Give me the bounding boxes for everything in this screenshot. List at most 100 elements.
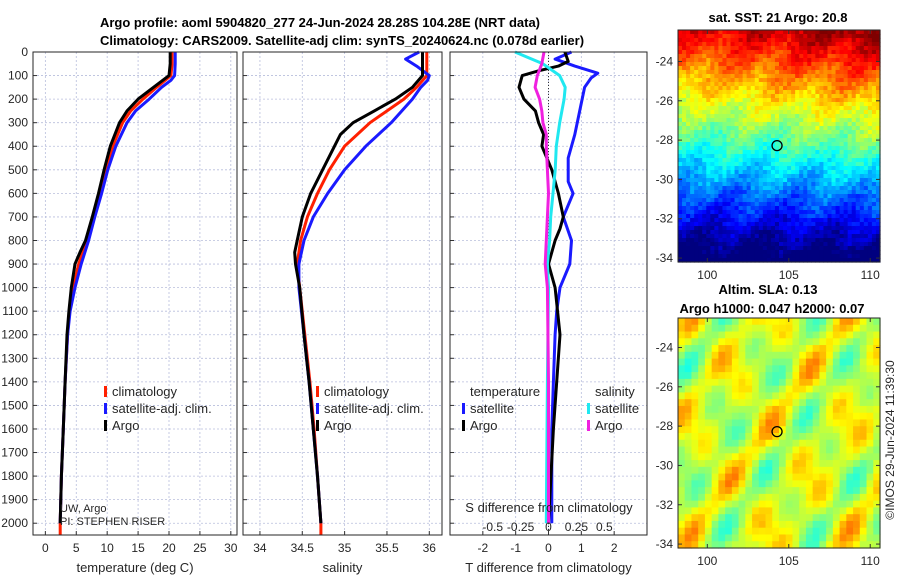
x-tick-label: 35 — [338, 541, 352, 555]
y-tick-label: 500 — [8, 163, 28, 177]
x-tick-label: 20 — [162, 541, 176, 555]
series-line-t-satellite — [550, 50, 600, 524]
salinity-legend: climatology satellite-adj. clim. Argo — [316, 384, 424, 433]
difference-legend: temperature satellite Argo salinity sate… — [462, 384, 639, 433]
legend-climatology: climatology — [324, 384, 390, 399]
legend-swatch-climatology — [316, 386, 319, 397]
lat-tick-label: -28 — [656, 133, 674, 147]
legend-swatch-climatology — [104, 386, 107, 397]
lat-tick-label: -24 — [656, 54, 674, 68]
lon-tick-label: 100 — [697, 268, 717, 282]
legend-swatch-t-satellite — [462, 403, 465, 414]
lon-tick-label: 110 — [861, 268, 880, 282]
x-tick-label: 10 — [101, 541, 115, 555]
x-tick-label: 2 — [611, 541, 618, 555]
legend-satellite: satellite-adj. clim. — [112, 401, 212, 416]
s-tick-label: 0.25 — [565, 520, 589, 534]
legend-swatch-s-satellite — [587, 403, 590, 414]
credit-text: UW, Argo — [60, 503, 106, 515]
s-tick-label: 0 — [545, 520, 552, 534]
lat-tick-label: -26 — [656, 94, 674, 108]
series-line-climatology — [58, 52, 174, 535]
title-line2: Climatology: CARS2009. Satellite-adj cli… — [100, 33, 584, 48]
difference-panel: -2 -1 0 1 2 -0.5 -0.25 0 0.25 0.5 T difference fro… — [449, 50, 648, 575]
legend-argo: Argo — [324, 418, 351, 433]
lat-tick-label: -32 — [656, 498, 674, 512]
legend-swatch-argo — [104, 420, 107, 431]
x-tick-label: 34 — [253, 541, 267, 555]
lat-tick-label: -28 — [656, 419, 674, 433]
y-tick-label: 1700 — [1, 446, 28, 460]
lon-tick-label: 105 — [779, 268, 799, 282]
y-tick-label: 1600 — [1, 422, 28, 436]
series-line-s-argo — [533, 51, 550, 524]
salinity-panel: 34 34.5 35 35.5 36 salinity — [242, 50, 443, 575]
legend-swatch-satellite — [104, 403, 107, 414]
y-tick-label: 2000 — [1, 516, 28, 530]
series-line-t-argo — [517, 51, 570, 524]
lat-tick-label: -24 — [656, 340, 674, 354]
sla-map: 100 105 110 -24 -26 -28 -30 -32 -34 — [656, 317, 881, 568]
sst-map-title: sat. SST: 21 Argo: 20.8 — [709, 10, 848, 25]
lon-tick-label: 105 — [779, 554, 799, 568]
map-cells — [678, 30, 881, 263]
plot-frame — [242, 51, 443, 536]
x-tick-label: 5 — [73, 541, 80, 555]
legend-swatch-s-argo — [587, 420, 590, 431]
y-tick-label: 1500 — [1, 398, 28, 412]
x-tick-label: 0 — [42, 541, 49, 555]
y-tick-label: 0 — [21, 45, 28, 59]
lat-tick-label: -34 — [656, 251, 674, 265]
y-tick-label: 800 — [8, 233, 28, 247]
plot-frame — [32, 51, 238, 536]
x-tick-label: -2 — [477, 541, 488, 555]
lat-tick-label: -34 — [656, 537, 674, 551]
legend-swatch-argo — [316, 420, 319, 431]
title-line1: Argo profile: aoml 5904820_277 24-Jun-20… — [100, 15, 540, 30]
legend-satellite: satellite-adj. clim. — [324, 401, 424, 416]
series-line-argo — [293, 52, 424, 524]
copyright-text: ©IMOS 29-Jun-2024 11:39:30 — [883, 360, 897, 520]
temperature-panel: 0100200300400500600700800900100011001200… — [1, 45, 238, 575]
y-tick-label: 200 — [8, 92, 28, 106]
s-tick-label: 0.5 — [596, 520, 613, 534]
x-tick-label: 15 — [131, 541, 145, 555]
series-line-argo — [58, 52, 172, 524]
y-tick-label: 1800 — [1, 469, 28, 483]
x-tick-label: 36 — [423, 541, 437, 555]
y-tick-label: 1100 — [2, 304, 28, 318]
y-tick-label: 600 — [8, 186, 28, 200]
series-line-s-satellite — [514, 50, 567, 524]
sla-map-title: Altim. SLA: 0.13 — [719, 282, 818, 297]
x-tick-label: -1 — [510, 541, 521, 555]
y-tick-label: 300 — [8, 116, 28, 130]
y-tick-label: 100 — [8, 69, 28, 83]
x-tick-label: 0 — [545, 541, 552, 555]
x-tick-label: 25 — [193, 541, 207, 555]
s-tick-label: -0.25 — [507, 520, 535, 534]
y-tick-label: 1000 — [1, 281, 28, 295]
argo-location-marker — [771, 425, 783, 438]
y-tick-label: 1200 — [1, 328, 28, 342]
legend-s-argo: Argo — [595, 418, 622, 433]
sla-map-subtitle: Argo h1000: 0.047 h2000: 0.07 — [680, 301, 865, 316]
legend-climatology: climatology — [112, 384, 178, 399]
map-frame — [677, 29, 881, 263]
legend-swatch-t-argo — [462, 420, 465, 431]
x-axis-label: T difference from climatology — [465, 560, 632, 575]
legend-s-satellite: satellite — [595, 401, 639, 416]
lat-tick-label: -30 — [656, 172, 674, 186]
x-axis-label: salinity — [323, 560, 363, 575]
y-tick-label: 1900 — [1, 493, 28, 507]
x-tick-label: 34.5 — [291, 541, 315, 555]
lon-tick-label: 100 — [697, 554, 717, 568]
legend-temperature-heading: temperature — [470, 384, 540, 399]
lat-tick-label: -30 — [656, 458, 674, 472]
y-tick-label: 1300 — [1, 351, 28, 365]
x-tick-label: 30 — [224, 541, 238, 555]
sst-map: 100 105 110 -24 -26 -28 -30 -32 -34 — [656, 29, 881, 282]
temperature-legend: climatology satellite-adj. clim. Argo — [104, 384, 212, 433]
s-tick-label: -0.5 — [482, 520, 503, 534]
y-tick-label: 1400 — [1, 375, 28, 389]
